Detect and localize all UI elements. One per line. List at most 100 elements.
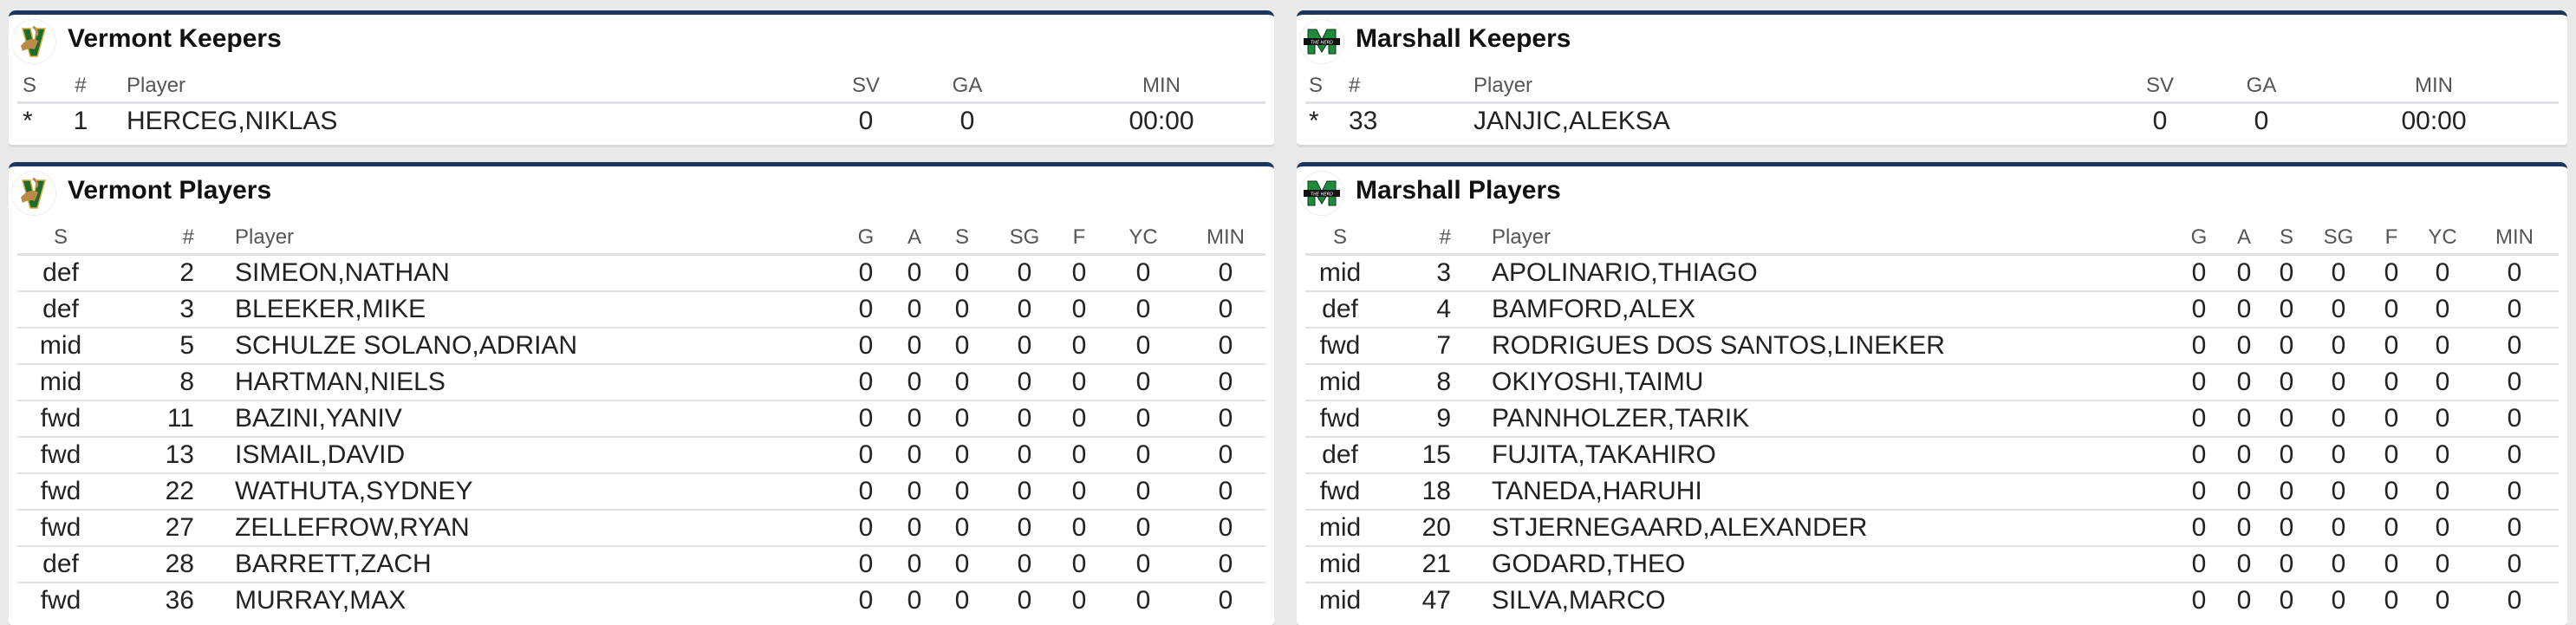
player-name-cell[interactable]: MURRAY,MAX <box>235 586 407 615</box>
player-name-cell[interactable]: OKIYOSHI,TAIMU <box>1492 368 1704 396</box>
column-header-sg[interactable]: SG <box>2323 225 2354 249</box>
stat-a-cell: 0 <box>2236 258 2252 287</box>
number-cell: 11 <box>166 404 194 433</box>
stat-sg-cell: 0 <box>1017 295 1032 323</box>
player-name-cell[interactable]: HERCEG,NIKLAS <box>127 107 338 135</box>
column-header-ga[interactable]: GA <box>952 74 983 97</box>
stat-min-cell: 0 <box>2507 586 2522 615</box>
row-divider <box>1305 363 2559 365</box>
column-header-min[interactable]: MIN <box>2415 74 2453 97</box>
stat-g-cell: 0 <box>858 586 874 615</box>
column-header-min[interactable]: MIN <box>1207 225 1245 249</box>
stat-f-cell: 0 <box>2384 295 2399 323</box>
column-header-sg[interactable]: SG <box>1009 225 1040 249</box>
stat-f-cell: 0 <box>2384 368 2399 396</box>
player-name-cell[interactable]: TANEDA,HARUHI <box>1492 477 1702 505</box>
stat-min-cell: 0 <box>2507 404 2522 433</box>
column-header-number[interactable]: # <box>75 74 87 97</box>
column-header-f[interactable]: F <box>1072 225 1086 249</box>
stat-g-cell: 0 <box>2191 477 2207 505</box>
stat-f-cell: 0 <box>1071 404 1087 433</box>
column-header-player[interactable]: Player <box>235 225 295 249</box>
column-header-number[interactable]: # <box>1439 225 1451 249</box>
stat-s-cell: 0 <box>954 295 970 323</box>
stat-g-cell: 0 <box>2191 404 2207 433</box>
stat-yc-cell: 0 <box>2435 368 2450 396</box>
player-name-cell[interactable]: BAZINI,YANIV <box>235 404 402 433</box>
column-header-s[interactable]: S <box>1309 74 1324 97</box>
player-name-cell[interactable]: SILVA,MARCO <box>1492 586 1666 615</box>
stat-g-cell: 0 <box>858 550 874 578</box>
stat-s-cell: 0 <box>954 404 970 433</box>
stat-g-cell: 0 <box>858 477 874 505</box>
column-header-yc[interactable]: YC <box>2428 225 2457 249</box>
status-cell: * <box>1309 107 1319 135</box>
column-header-s[interactable]: S <box>954 225 970 249</box>
stat-sg-cell: 0 <box>2331 295 2346 323</box>
stat-sg-cell: 0 <box>1017 513 1032 542</box>
stat-a-cell: 0 <box>907 331 922 360</box>
player-name-cell[interactable]: PANNHOLZER,TARIK <box>1492 404 1750 433</box>
player-name-cell[interactable]: BARRETT,ZACH <box>235 550 432 578</box>
svg-text:THE HERD: THE HERD <box>1311 192 1333 198</box>
player-name-cell[interactable]: JANJIC,ALEKSA <box>1473 107 1670 135</box>
stat-ga-cell: 0 <box>959 107 975 135</box>
stat-min-cell: 0 <box>2507 440 2522 469</box>
column-header-s[interactable]: S <box>2279 225 2294 249</box>
column-header-s[interactable]: S <box>53 225 68 249</box>
stat-yc-cell: 0 <box>2435 550 2450 578</box>
stat-a-cell: 0 <box>907 368 922 396</box>
column-header-min[interactable]: MIN <box>1142 74 1181 97</box>
player-name-cell[interactable]: SIMEON,NATHAN <box>235 258 450 287</box>
row-divider <box>1305 400 2559 401</box>
player-name-cell[interactable]: WATHUTA,SYDNEY <box>235 477 473 505</box>
stat-sg-cell: 0 <box>1017 440 1032 469</box>
column-header-min[interactable]: MIN <box>2495 225 2534 249</box>
column-header-a[interactable]: A <box>907 225 922 249</box>
number-cell: 5 <box>179 331 194 360</box>
column-header-ga[interactable]: GA <box>2246 74 2277 97</box>
stat-a-cell: 0 <box>907 513 922 542</box>
column-header-s[interactable]: S <box>23 74 37 97</box>
player-name-cell[interactable]: BLEEKER,MIKE <box>235 295 426 323</box>
stat-yc-cell: 0 <box>1135 331 1151 360</box>
player-name-cell[interactable]: HARTMAN,NIELS <box>235 368 446 396</box>
column-header-yc[interactable]: YC <box>1129 225 1158 249</box>
column-header-number[interactable]: # <box>1349 74 1361 97</box>
column-header-sv[interactable]: SV <box>851 74 881 97</box>
column-header-player[interactable]: Player <box>1473 74 1533 97</box>
player-name-cell[interactable]: APOLINARIO,THIAGO <box>1492 258 1758 287</box>
stat-min-cell: 0 <box>1218 258 1233 287</box>
stat-min-cell: 0 <box>2507 295 2522 323</box>
header-divider <box>17 101 1265 104</box>
column-header-player[interactable]: Player <box>127 74 186 97</box>
stat-s-cell: 0 <box>2279 513 2294 542</box>
player-name-cell[interactable]: GODARD,THEO <box>1492 550 1686 578</box>
stat-min-cell: 0 <box>2507 550 2522 578</box>
column-header-number[interactable]: # <box>182 225 194 249</box>
status-cell: def <box>1322 295 1358 323</box>
stat-ga-cell: 0 <box>2254 107 2269 135</box>
player-name-cell[interactable]: ZELLEFROW,RYAN <box>235 513 470 542</box>
stat-g-cell: 0 <box>858 331 874 360</box>
stat-s-cell: 0 <box>2279 586 2294 615</box>
column-header-g[interactable]: G <box>857 225 875 249</box>
stat-yc-cell: 0 <box>2435 331 2450 360</box>
player-name-cell[interactable]: STJERNEGAARD,ALEXANDER <box>1492 513 1868 542</box>
player-name-cell[interactable]: SCHULZE SOLANO,ADRIAN <box>235 331 578 360</box>
column-header-f[interactable]: F <box>2384 225 2398 249</box>
stat-f-cell: 0 <box>2384 513 2399 542</box>
stat-min-cell: 0 <box>1218 586 1233 615</box>
player-name-cell[interactable]: ISMAIL,DAVID <box>235 440 406 469</box>
stat-sg-cell: 0 <box>1017 368 1032 396</box>
column-header-g[interactable]: G <box>2190 225 2208 249</box>
column-header-player[interactable]: Player <box>1492 225 1551 249</box>
stat-a-cell: 0 <box>2236 513 2252 542</box>
player-name-cell[interactable]: BAMFORD,ALEX <box>1492 295 1696 323</box>
column-header-sv[interactable]: SV <box>2145 74 2175 97</box>
player-name-cell[interactable]: FUJITA,TAKAHIRO <box>1492 440 1716 469</box>
stat-yc-cell: 0 <box>2435 258 2450 287</box>
player-name-cell[interactable]: RODRIGUES DOS SANTOS,LINEKER <box>1492 331 1945 360</box>
column-header-s[interactable]: S <box>1332 225 1348 249</box>
column-header-a[interactable]: A <box>2236 225 2252 249</box>
